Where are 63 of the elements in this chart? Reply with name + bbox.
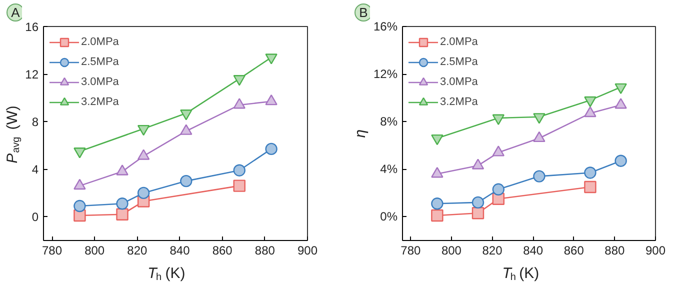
point <box>584 180 596 194</box>
point <box>233 164 246 176</box>
y-tick-label: 0 <box>32 210 39 224</box>
y-tick-label: 8 <box>32 115 39 130</box>
y-tick-label: 12 <box>25 68 39 82</box>
point <box>116 198 128 210</box>
x-tick-label: 880 <box>604 244 626 258</box>
x-tick-label: 900 <box>645 244 666 258</box>
point <box>472 196 484 209</box>
legend-label: 3.0MPa <box>81 76 119 88</box>
point <box>137 124 150 136</box>
x-tick-label: 860 <box>212 244 233 258</box>
x-tick-label: 840 <box>170 244 190 258</box>
chart-title: A <box>11 5 20 20</box>
legend-label: 2.0MPa <box>81 36 119 48</box>
y-tick-label: 16 <box>25 20 39 34</box>
legend-label: 2.5MPa <box>81 56 119 68</box>
y-axis-title: Pavg (W) <box>4 106 22 164</box>
point <box>74 200 86 212</box>
point <box>431 134 444 146</box>
point <box>492 183 504 196</box>
point <box>533 113 546 124</box>
x-tick-label: 800 <box>84 244 105 258</box>
chart-title: B <box>359 5 368 20</box>
point <box>180 110 192 120</box>
y-tick-label: 0% <box>380 210 398 224</box>
point <box>492 114 504 125</box>
point <box>472 207 484 220</box>
point <box>233 75 246 86</box>
point <box>584 166 596 179</box>
x-tick-label: 820 <box>127 244 148 258</box>
point <box>74 148 86 158</box>
legend-label: 3.2MPa <box>81 96 119 108</box>
point <box>533 170 546 182</box>
y-tick-label: 16% <box>373 20 398 34</box>
point <box>584 96 596 108</box>
x-tick-label: 880 <box>254 244 276 258</box>
legend-label: 3.2MPa <box>440 96 478 108</box>
legend-label: 2.5MPa <box>440 56 478 68</box>
point <box>180 174 192 188</box>
point <box>431 209 444 222</box>
point <box>137 186 150 200</box>
point <box>265 54 278 64</box>
y-tick-label: 4 <box>32 162 39 177</box>
point <box>233 180 246 192</box>
legend-label: 2.0MPa <box>440 36 478 48</box>
x-tick-label: 900 <box>297 244 318 258</box>
y-axis-title: η <box>352 129 369 138</box>
x-tick-label: 780 <box>42 244 62 258</box>
point <box>614 154 627 167</box>
x-tick-label: 840 <box>523 244 544 258</box>
x-tick-label: 820 <box>482 244 503 258</box>
y-tick-label: 4% <box>380 162 398 176</box>
y-tick-label: 12% <box>373 67 398 82</box>
x-tick-label: 780 <box>400 244 421 258</box>
legend-label: 3.0MPa <box>440 76 478 88</box>
y-tick-label: 8% <box>380 114 398 129</box>
point <box>265 142 278 156</box>
point <box>431 198 444 210</box>
x-tick-label: 800 <box>441 244 462 258</box>
point <box>116 208 128 220</box>
point <box>614 83 627 94</box>
x-tick-label: 860 <box>564 244 584 258</box>
